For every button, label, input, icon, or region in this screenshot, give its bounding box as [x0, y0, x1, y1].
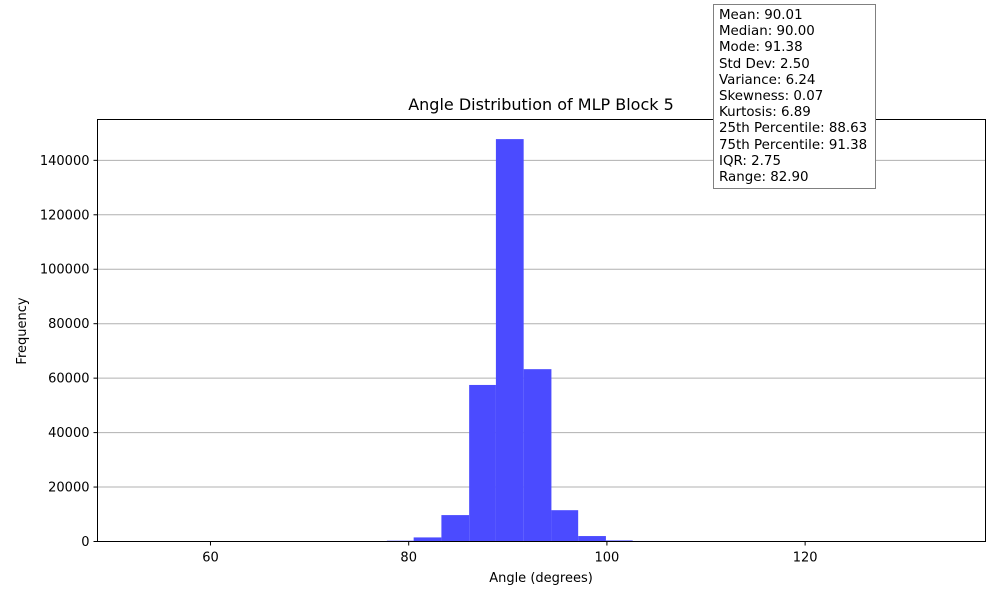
y-axis-label: Frequency [15, 297, 30, 364]
x-tick-label: 60 [202, 551, 219, 566]
y-tick-label: 140000 [40, 154, 90, 169]
stat-skewness: Skewness: 0.07 [719, 89, 824, 105]
histogram-bar-5 [523, 369, 552, 542]
stat-iqr: IQR: 2.75 [719, 153, 781, 169]
histogram-bar-8 [605, 540, 633, 542]
stat-mode: Mode: 91.38 [719, 40, 803, 56]
y-axis-ticks: 0 20000 40000 60000 80000 100000 120000 140000 [40, 154, 98, 550]
y-tick-label: 60000 [48, 372, 89, 387]
histogram-bar-6 [551, 510, 579, 542]
x-axis-ticks: 60 80 100 120 [202, 541, 818, 566]
stat-mean: Mean: 90.01 [719, 8, 803, 23]
chart-title: Angle Distribution of MLP Block 5 [408, 95, 674, 114]
histogram-bar-4 [495, 139, 524, 542]
stat-range: Range: 82.90 [719, 170, 809, 186]
stat-25th-percentile: 25th Percentile: 88.63 [719, 121, 868, 137]
histogram-bars [386, 139, 661, 542]
stat-75th-percentile: 75th Percentile: 91.38 [719, 137, 868, 153]
y-tick-label: 100000 [40, 263, 90, 278]
x-tick-label: 80 [400, 551, 417, 566]
x-axis-label: Angle (degrees) [489, 571, 593, 586]
histogram-bar-7 [578, 536, 606, 542]
plot-frame [97, 119, 986, 542]
x-tick-label: 120 [793, 551, 818, 566]
y-tick-label: 120000 [40, 208, 90, 223]
y-tick-label: 0 [81, 535, 89, 550]
stat-std-dev: Std Dev: 2.50 [719, 56, 810, 72]
histogram-bar-1 [413, 537, 442, 542]
y-tick-label: 80000 [48, 317, 89, 332]
y-tick-label: 40000 [48, 426, 89, 441]
stat-variance: Variance: 6.24 [719, 72, 816, 88]
stat-kurtosis: Kurtosis: 6.89 [719, 105, 811, 121]
statistics-box: Mean: 90.01 Median: 90.00 Mode: 91.38 St… [713, 4, 876, 189]
y-tick-label: 20000 [48, 481, 89, 496]
x-tick-label: 100 [594, 551, 619, 566]
histogram-bar-2 [441, 515, 470, 542]
histogram-bar-3 [469, 384, 496, 542]
stat-median: Median: 90.00 [719, 24, 815, 40]
